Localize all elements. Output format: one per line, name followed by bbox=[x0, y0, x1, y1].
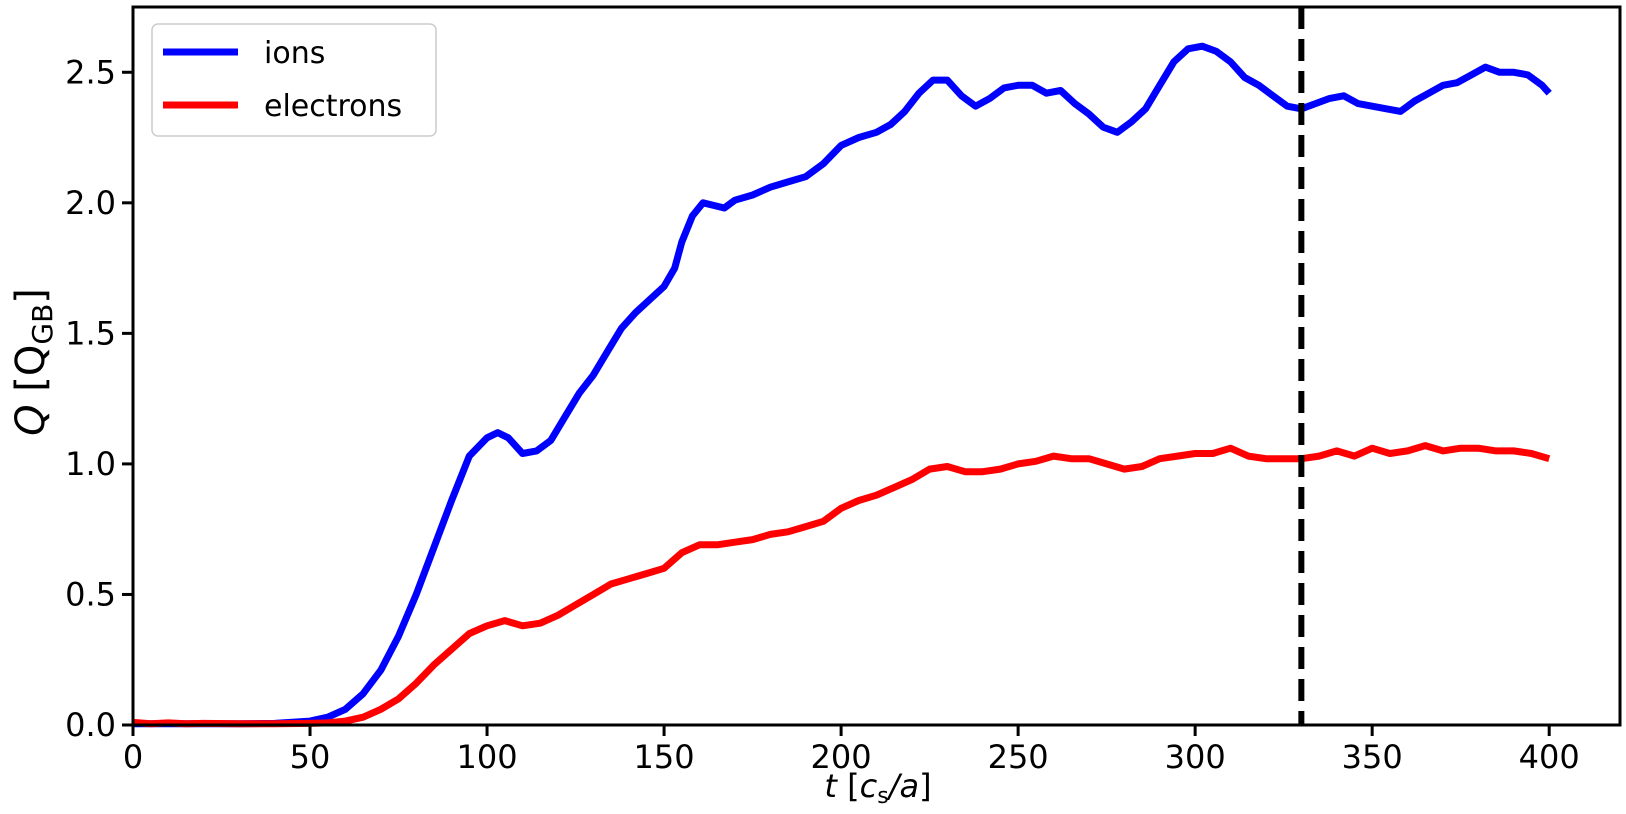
plot-frame bbox=[131, 5, 1622, 727]
x-tick-label: 100 bbox=[457, 738, 518, 776]
y-tick-label: 1.0 bbox=[65, 445, 116, 483]
x-tick-label: 250 bbox=[988, 738, 1049, 776]
x-tick-label: 50 bbox=[290, 738, 331, 776]
x-tick-label: 0 bbox=[123, 738, 143, 776]
x-axis-label: t [cs/a] bbox=[824, 767, 931, 809]
x-tick-label: 300 bbox=[1165, 738, 1226, 776]
series-line-electrons bbox=[132, 442, 1551, 728]
y-tick-label: 0.5 bbox=[65, 575, 116, 613]
legend-label-ions: ions bbox=[264, 36, 325, 71]
x-tick-label: 400 bbox=[1519, 738, 1580, 776]
y-tick-label: 2.5 bbox=[65, 53, 116, 91]
y-axis-ticks: 0.0 0.5 1.0 1.5 2.0 2.5 bbox=[65, 53, 133, 744]
x-tick-label: 200 bbox=[811, 738, 872, 776]
legend: ions electrons bbox=[151, 23, 437, 137]
x-tick-label: 150 bbox=[634, 738, 695, 776]
legend-label-electrons: electrons bbox=[264, 89, 402, 124]
y-tick-label: 1.5 bbox=[65, 314, 116, 352]
series-lines bbox=[132, 42, 1552, 728]
x-axis-ticks: 0 50 100 150 200 250 300 350 400 bbox=[123, 725, 1580, 776]
x-tick-label: 350 bbox=[1342, 738, 1403, 776]
series-line-ions bbox=[133, 42, 1552, 728]
y-tick-label: 0.0 bbox=[65, 706, 116, 744]
y-axis-label: Q [QGB] bbox=[8, 288, 59, 436]
y-tick-label: 2.0 bbox=[65, 184, 116, 222]
